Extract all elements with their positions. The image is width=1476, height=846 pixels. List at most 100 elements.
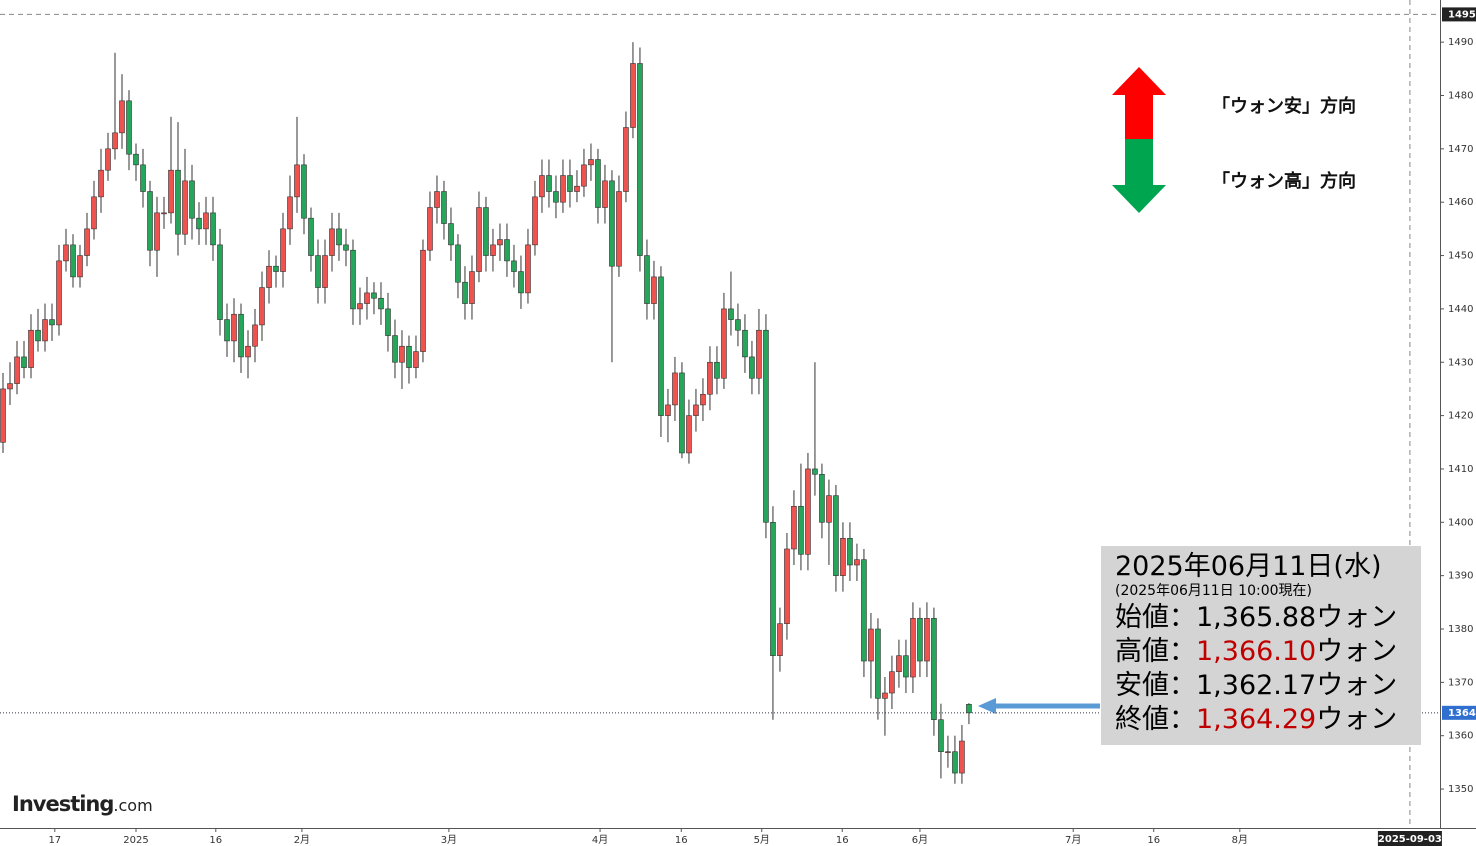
candle-body <box>105 148 111 171</box>
last-marker-box <box>1442 705 1476 720</box>
candle-body <box>364 292 370 304</box>
candle-body <box>420 249 426 352</box>
candle-body <box>245 345 251 358</box>
candle-body <box>910 618 916 678</box>
candle-body <box>91 196 97 230</box>
candle-body <box>469 271 475 304</box>
logo-brand: Investing <box>12 792 114 816</box>
x-marker-label: 2025-09-03 <box>1378 834 1442 845</box>
candle-body <box>574 185 580 192</box>
candle-body <box>938 719 944 753</box>
candle-body <box>868 628 874 662</box>
candle-body <box>798 505 804 555</box>
candle-body <box>546 175 552 192</box>
info-row: 始値：1,365.88ウォン <box>1115 601 1421 635</box>
candle-body <box>56 260 62 326</box>
candle-body <box>924 618 930 662</box>
info-label: 始値： <box>1115 602 1196 633</box>
y-tick-label: 1410 <box>1448 464 1473 475</box>
candle-body <box>735 319 741 331</box>
x-tick-label: 16 <box>836 835 849 846</box>
y-tick-label: 1460 <box>1448 197 1473 208</box>
candle-body <box>812 468 818 475</box>
x-tick-label: 2月 <box>294 834 310 846</box>
candle-body <box>210 212 216 246</box>
candle-body <box>833 495 839 576</box>
candle-body <box>847 538 853 566</box>
candle-body <box>525 244 531 294</box>
x-tick-label: 7月 <box>1065 834 1081 846</box>
x-tick-label: 16 <box>209 835 222 846</box>
candle-body <box>539 175 545 198</box>
candle-body <box>357 303 363 310</box>
candle-body <box>672 372 678 406</box>
candle-body <box>252 324 258 347</box>
candle-body <box>161 212 167 215</box>
candle-body <box>686 415 692 454</box>
high-marker-box <box>1442 7 1476 22</box>
candle-body <box>861 559 867 662</box>
candle-body <box>637 63 643 256</box>
candle-body <box>658 276 664 416</box>
info-label: 終値： <box>1115 704 1196 735</box>
legend-down: 「ウォン高」方向 <box>1212 171 1356 192</box>
candle-body <box>392 335 398 363</box>
candle-body <box>147 191 153 251</box>
y-tick-label: 1420 <box>1448 411 1473 422</box>
candle-body <box>644 255 650 304</box>
info-value: 1,365.88 <box>1196 602 1317 633</box>
candle-body <box>168 169 174 214</box>
candle-body <box>112 132 118 150</box>
candle-body <box>322 255 328 288</box>
candle-body <box>315 255 321 288</box>
candle-body <box>301 164 307 219</box>
candle-body <box>336 228 342 246</box>
y-tick-label: 1400 <box>1448 517 1473 528</box>
candle-body <box>805 468 811 555</box>
candle-body <box>588 159 594 166</box>
x-tick-label: 5月 <box>754 834 770 846</box>
info-value: 1,362.17 <box>1196 670 1317 701</box>
info-box: 2025年06月11日(水) (2025年06月11日 10:00現在) 始値：… <box>1101 546 1421 745</box>
x-tick-label: 6月 <box>912 834 928 846</box>
candle-body <box>693 404 699 416</box>
info-unit: ウォン <box>1316 704 1398 735</box>
candle-body <box>273 265 279 272</box>
y-tick-label: 1440 <box>1448 304 1473 315</box>
logo-suffix: .com <box>113 796 153 815</box>
candle-body <box>175 169 181 235</box>
candle-body <box>462 281 468 304</box>
candle-body <box>231 313 237 342</box>
x-tick-label: 2025 <box>123 835 148 846</box>
candle-body <box>854 559 860 566</box>
candle-body <box>777 623 783 656</box>
candle-body <box>441 191 447 224</box>
candle-body <box>497 239 503 246</box>
candle-body <box>903 655 909 678</box>
candle-body <box>560 175 566 203</box>
candle-body <box>770 522 776 656</box>
candle-body <box>98 169 104 198</box>
candle-body <box>455 244 461 283</box>
candle-body <box>350 249 356 310</box>
info-date: 2025年06月11日(水) <box>1115 551 1382 582</box>
candle-body <box>728 308 734 320</box>
candle-body <box>343 244 349 251</box>
candle-body <box>0 388 6 443</box>
candle-body <box>518 271 524 294</box>
info-unit: ウォン <box>1316 636 1398 667</box>
candle-body <box>7 383 13 390</box>
y-tick-label: 1350 <box>1448 784 1473 795</box>
candle-body <box>784 548 790 624</box>
candle-body <box>203 212 209 230</box>
candle-body <box>189 180 195 219</box>
candle-body <box>49 319 55 326</box>
candle-body <box>931 618 937 720</box>
candle-body <box>952 751 958 774</box>
candle-body <box>567 175 573 192</box>
candle-body <box>756 329 762 379</box>
candle-body <box>896 655 902 672</box>
candle-body <box>217 244 223 320</box>
candle-body <box>742 329 748 358</box>
